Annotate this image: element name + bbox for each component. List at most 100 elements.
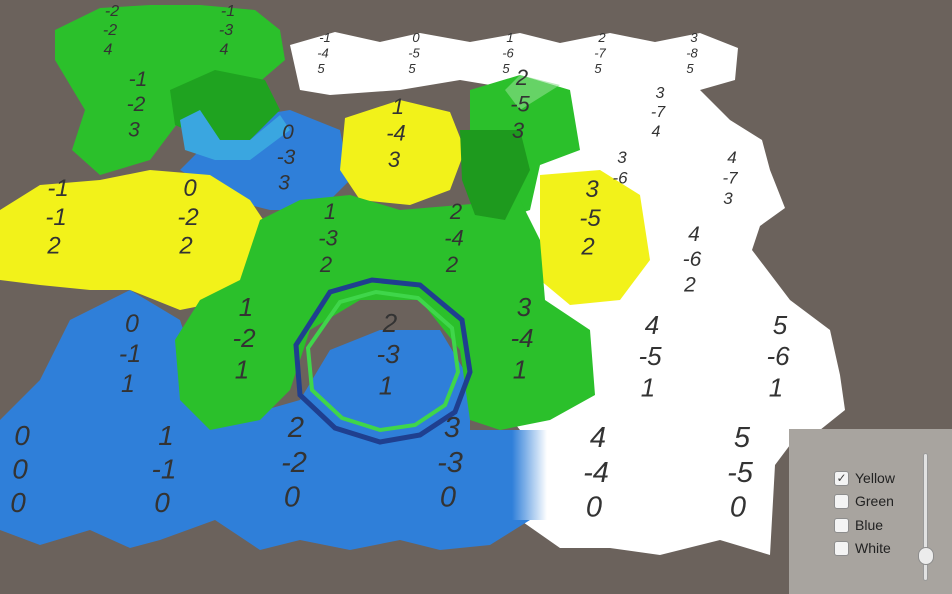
cell-coordinate-value: 0 xyxy=(586,492,602,524)
cell-coordinate-value: -4 xyxy=(510,323,533,353)
hex-cell-blue-label: 2 -2 0 xyxy=(281,412,307,514)
hex-cell-white-label: 1 -6 5 xyxy=(502,30,514,76)
yellow-terrain-region-left xyxy=(0,170,270,310)
hex-cell-blue-label: 2 -3 1 xyxy=(376,308,400,400)
hex-cell-green-label: -1 -2 3 xyxy=(127,68,148,141)
cell-coordinate-value: -7 xyxy=(651,104,666,121)
cell-coordinate-value: -2 xyxy=(177,204,198,231)
filter-option-blue[interactable]: Blue xyxy=(834,515,883,535)
cell-coordinate-value: -1 xyxy=(47,175,68,202)
cell-coordinate-value: 3 xyxy=(128,118,140,141)
hex-cell-green-label: 1 -2 1 xyxy=(232,292,256,384)
hex-cell-yellow-label: 1 -4 3 xyxy=(386,94,406,172)
cell-coordinate-value: 2 xyxy=(597,30,606,45)
cell-coordinate-value: 1 xyxy=(324,199,336,224)
cell-coordinate-value: 1 xyxy=(513,354,527,384)
cell-coordinate-value: 2 xyxy=(46,233,60,260)
cell-coordinate-value: 0 xyxy=(154,487,170,518)
pit-rings xyxy=(293,277,473,445)
cell-coordinate-value: 1 xyxy=(379,370,393,400)
hex-cell-white-label: -1 -4 5 xyxy=(317,30,331,76)
blue-terrain-region xyxy=(0,290,530,550)
cell-coordinate-value: 2 xyxy=(449,199,462,224)
cell-coordinate-value: 4 xyxy=(727,148,736,167)
checkbox[interactable] xyxy=(834,540,849,556)
hex-cell-white-label: 5 -6 1 xyxy=(766,310,790,402)
yellow-terrain-region-right xyxy=(540,170,650,305)
filter-option-green[interactable]: Green xyxy=(834,491,894,511)
cell-coordinate-value: 3 xyxy=(656,85,665,102)
cell-coordinate-value: -2 xyxy=(281,447,307,479)
cell-coordinate-value: -5 xyxy=(510,91,530,116)
cell-coordinate-value: -5 xyxy=(579,205,601,232)
hex-cell-white-label: 4 -7 3 xyxy=(722,148,738,208)
cell-coordinate-value: 4 xyxy=(220,41,229,58)
yellow-terrain-region-center xyxy=(340,100,465,205)
cell-coordinate-value: -2 xyxy=(103,22,117,39)
cell-coordinate-value: -1 xyxy=(152,454,177,485)
cell-coordinate-value: 4 xyxy=(590,422,606,454)
cell-coordinate-labels: -2 -2 4-1 -3 4-1 -4 50 -5 51 -6 52 -7 53 -8 5-1 -2 3 0 -3 3… xyxy=(10,3,790,524)
hex-cell-yellow-label: 3 -5 2 xyxy=(579,176,601,261)
checkbox[interactable] xyxy=(834,493,849,509)
hex-cell-white-label: 4 -6 2 xyxy=(683,223,702,296)
cell-coordinate-value: 3 xyxy=(388,147,401,172)
cell-coordinate-value: -2 xyxy=(127,93,146,116)
cell-coordinate-value: -3 xyxy=(318,225,338,250)
cell-coordinate-value: 0 xyxy=(282,121,294,144)
cell-coordinate-value: 1 xyxy=(506,30,513,45)
cell-coordinate-value: -1 xyxy=(119,340,141,368)
cell-coordinate-value: -2 xyxy=(232,323,256,353)
filter-option-white[interactable]: White xyxy=(834,538,891,558)
cell-coordinate-value: 4 xyxy=(645,310,659,340)
opacity-slider-track[interactable] xyxy=(923,453,928,581)
hex-cell-white-label: 3 -6 xyxy=(612,148,628,187)
cell-coordinate-value: 1 xyxy=(392,94,404,119)
cell-coordinate-value: 1 xyxy=(121,370,135,398)
hex-cell-blue-label: 0 -1 1 xyxy=(119,310,141,398)
filter-option-yellow[interactable]: ✓ Yellow xyxy=(834,468,895,488)
cell-coordinate-value: -5 xyxy=(638,341,662,371)
hex-cell-blue-label: 1 -1 0 xyxy=(152,420,177,518)
hex-cell-white-label: 2 -7 5 xyxy=(594,30,606,76)
cell-coordinate-value: -1 xyxy=(45,204,66,231)
hex-cell-white-label: 0 -5 5 xyxy=(408,30,420,76)
cell-coordinate-value: -2 xyxy=(105,3,119,20)
cell-coordinate-value: 3 xyxy=(617,148,627,167)
cell-coordinate-value: 0 xyxy=(440,482,456,514)
cell-coordinate-value: -3 xyxy=(277,146,296,169)
hex-cell-green-label: -2 -2 4 xyxy=(103,3,119,58)
cell-coordinate-value: -4 xyxy=(583,457,609,489)
cell-coordinate-value: 5 xyxy=(686,61,694,76)
green-terrain-region-center xyxy=(175,195,595,430)
terrain-walls xyxy=(170,70,560,220)
filter-option-label: Green xyxy=(855,493,894,509)
cell-coordinate-value: 5 xyxy=(502,61,510,76)
opacity-slider-handle[interactable] xyxy=(918,546,934,565)
cell-coordinate-value: 2 xyxy=(515,65,528,90)
cell-coordinate-value: -5 xyxy=(727,457,754,489)
cell-coordinate-value: 5 xyxy=(408,61,416,76)
cell-coordinate-value: 3 xyxy=(723,189,733,208)
hex-cell-blue-label: 0 -3 3 xyxy=(277,121,296,194)
cell-coordinate-value: 1 xyxy=(641,372,655,402)
cell-coordinate-value: 1 xyxy=(235,354,249,384)
cell-coordinate-value: 3 xyxy=(517,292,532,322)
hex-cell-green-label: 2 -4 2 xyxy=(444,199,464,277)
cell-coordinate-value: 5 xyxy=(734,422,751,454)
cell-coordinate-value: -7 xyxy=(722,168,738,187)
checkbox[interactable] xyxy=(834,517,849,533)
checkbox[interactable]: ✓ xyxy=(834,470,849,486)
cell-coordinate-value: 3 xyxy=(444,412,460,444)
filter-option-label: White xyxy=(855,540,891,556)
cell-coordinate-value: -1 xyxy=(221,3,235,20)
cell-coordinate-value: -6 xyxy=(683,248,702,271)
cell-coordinate-value: -4 xyxy=(317,46,329,61)
cell-coordinate-value: 3 xyxy=(585,176,599,203)
cell-coordinate-value: 2 xyxy=(382,308,398,338)
checkmark-icon: ✓ xyxy=(836,471,847,485)
cell-coordinate-value: -3 xyxy=(376,339,400,369)
filter-option-label: Blue xyxy=(855,517,884,533)
